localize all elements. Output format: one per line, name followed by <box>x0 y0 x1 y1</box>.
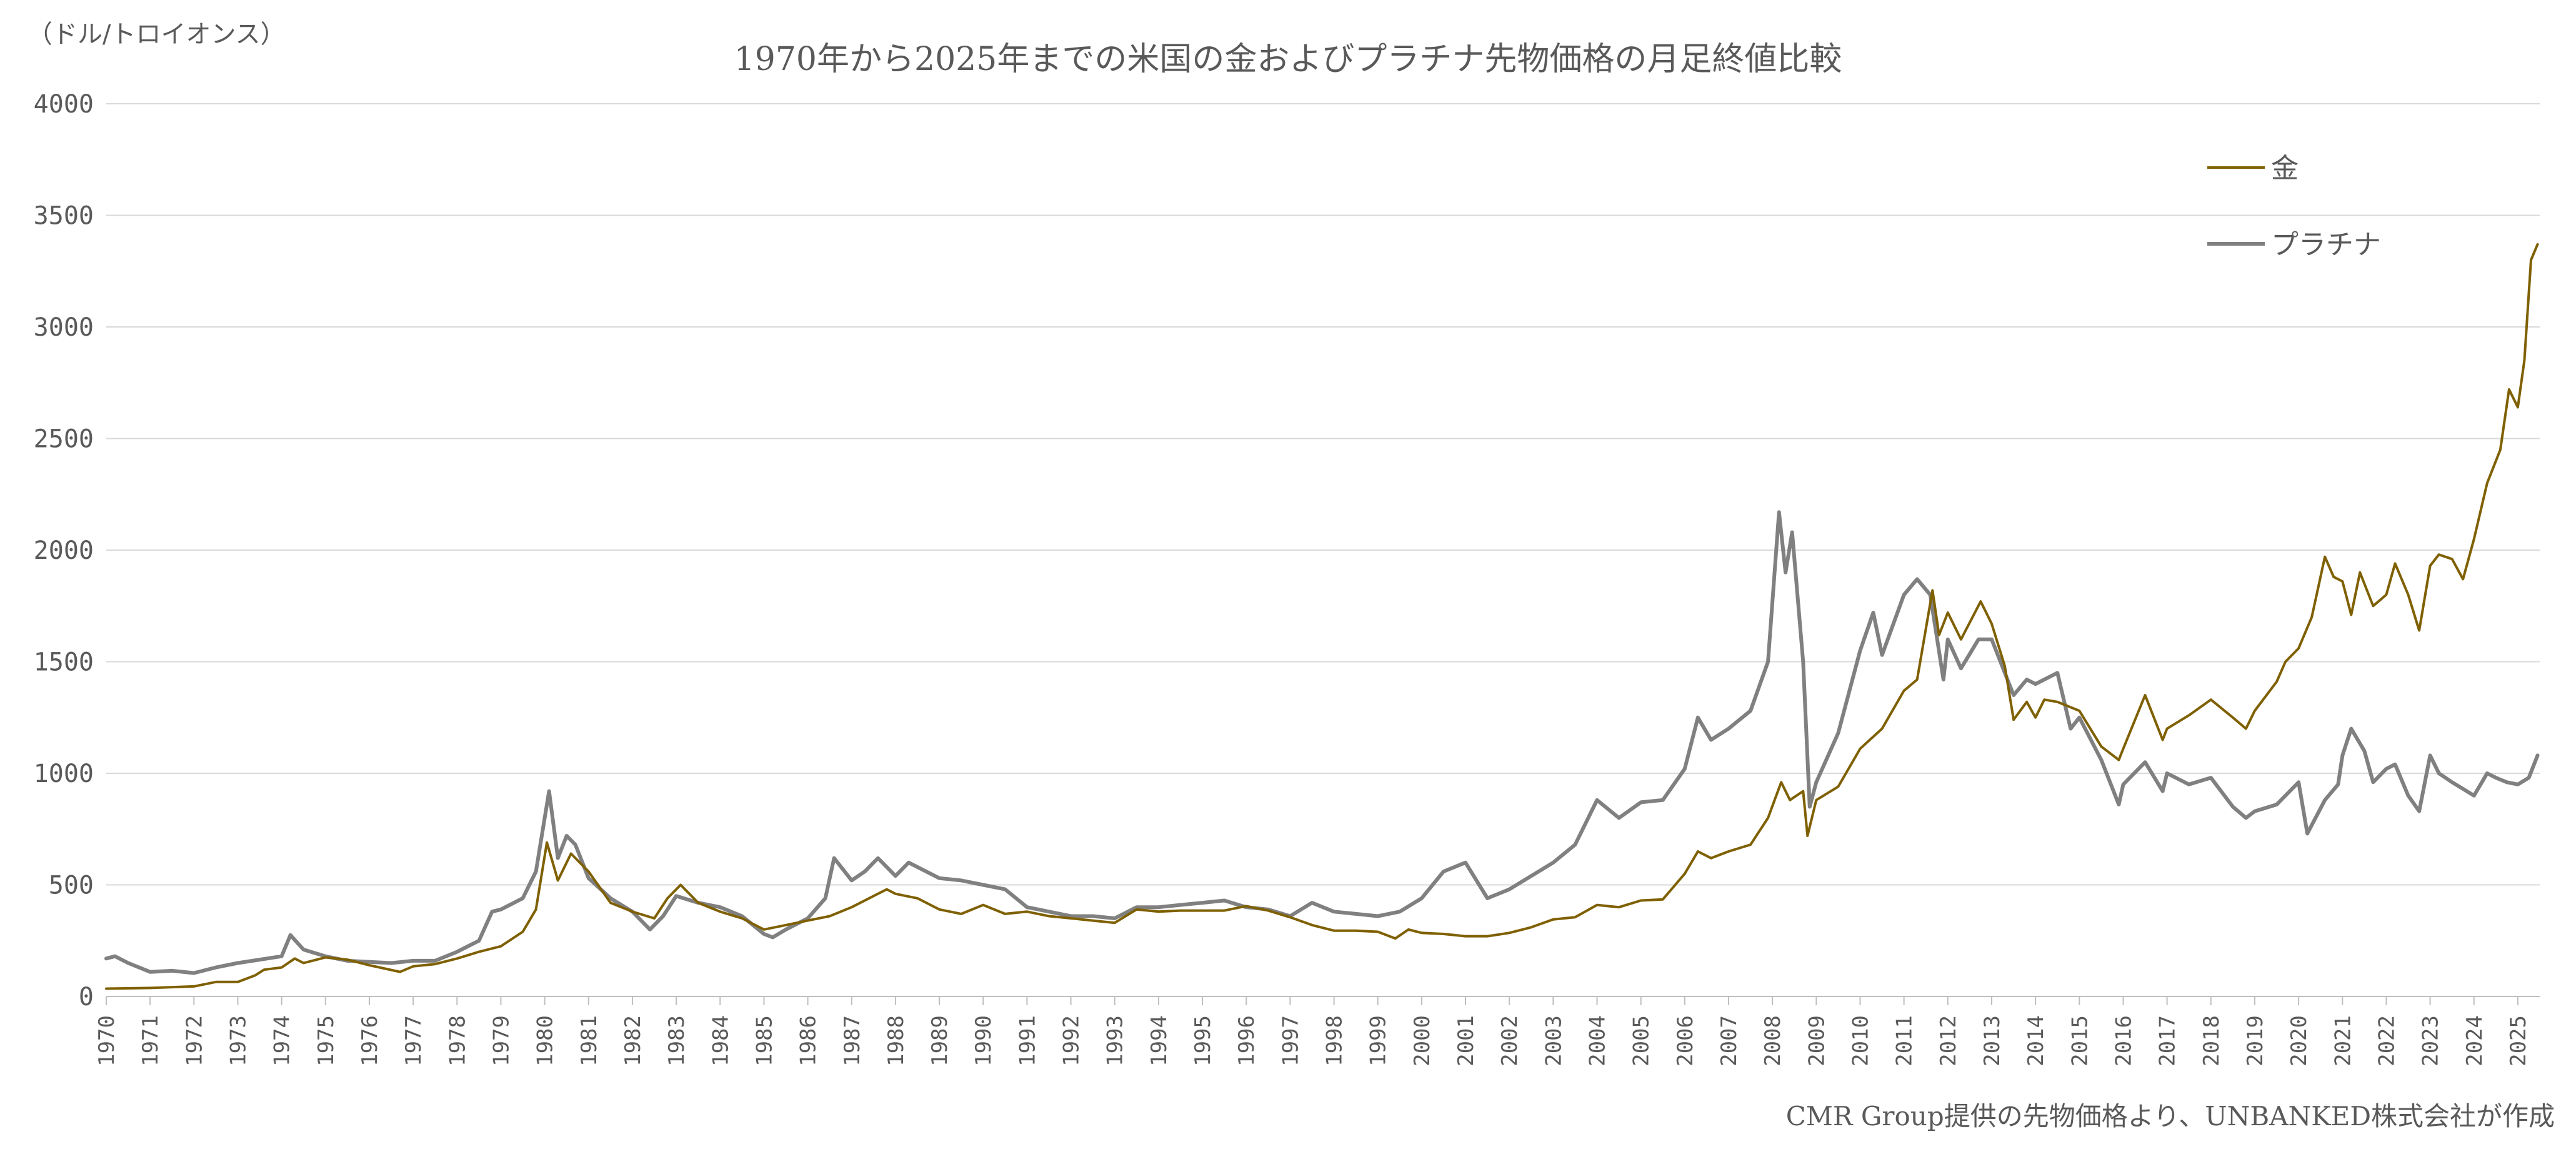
x-tick-label-1980: 1980 <box>533 1015 558 1066</box>
y-tick-label-1500: 1500 <box>34 648 94 677</box>
x-tick-label-1985: 1985 <box>752 1015 777 1066</box>
x-tick-label-1992: 1992 <box>1059 1015 1084 1066</box>
source-credit: CMR Group提供の先物価格より、UNBANKED株式会社が作成 <box>1785 1101 2555 1131</box>
y-tick-label-2000: 2000 <box>34 536 94 565</box>
x-tick-label-1984: 1984 <box>708 1015 733 1066</box>
x-tick-label-2002: 2002 <box>1497 1015 1522 1066</box>
x-tick-label-1990: 1990 <box>971 1015 996 1066</box>
x-tick-label-2013: 2013 <box>1980 1015 2005 1066</box>
y-tick-label-3500: 3500 <box>34 202 94 231</box>
x-tick-label-2016: 2016 <box>2111 1015 2136 1066</box>
x-tick-label-2020: 2020 <box>2287 1015 2312 1066</box>
legend-label-gold: 金 <box>2271 153 2299 184</box>
x-tick-label-1981: 1981 <box>577 1015 602 1066</box>
x-tick-label-2000: 2000 <box>1410 1015 1435 1066</box>
x-tick-label-2015: 2015 <box>2067 1015 2092 1066</box>
x-tick-label-2024: 2024 <box>2462 1015 2487 1066</box>
x-tick-label-2006: 2006 <box>1673 1015 1698 1066</box>
x-tick-label-1983: 1983 <box>664 1015 689 1066</box>
x-tick-label-1991: 1991 <box>1015 1015 1040 1066</box>
x-tick-label-2025: 2025 <box>2506 1015 2531 1066</box>
x-tick-label-1986: 1986 <box>796 1015 821 1066</box>
x-tick-label-1978: 1978 <box>445 1015 470 1066</box>
x-tick-label-2008: 2008 <box>1760 1015 1785 1066</box>
x-tick-label-2001: 2001 <box>1454 1015 1479 1066</box>
x-tick-label-2004: 2004 <box>1585 1015 1610 1066</box>
y-tick-label-1000: 1000 <box>34 760 94 788</box>
x-tick-label-2010: 2010 <box>1848 1015 1873 1066</box>
x-tick-label-1982: 1982 <box>621 1015 646 1066</box>
x-tick-label-1976: 1976 <box>357 1015 382 1066</box>
x-tick-label-1994: 1994 <box>1147 1015 1172 1066</box>
x-tick-label-1974: 1974 <box>270 1015 295 1066</box>
legend-label-platinum: プラチナ <box>2271 229 2381 261</box>
x-tick-label-1973: 1973 <box>226 1015 251 1066</box>
x-tick-label-1993: 1993 <box>1103 1015 1128 1066</box>
x-tick-label-2011: 2011 <box>1892 1015 1917 1066</box>
x-tick-label-1977: 1977 <box>401 1015 426 1066</box>
y-tick-label-500: 500 <box>49 871 94 900</box>
x-tick-label-2022: 2022 <box>2374 1015 2399 1066</box>
y-tick-label-0: 0 <box>79 983 94 1011</box>
series-line-platinum <box>104 510 2540 975</box>
x-tick-label-1979: 1979 <box>489 1015 514 1066</box>
x-tick-label-2003: 2003 <box>1541 1015 1566 1066</box>
x-tick-label-1996: 1996 <box>1234 1015 1259 1066</box>
x-tick-label-1970: 1970 <box>94 1015 119 1066</box>
x-tick-label-1998: 1998 <box>1322 1015 1347 1066</box>
x-tick-label-2018: 2018 <box>2199 1015 2224 1066</box>
x-tick-label-1995: 1995 <box>1191 1015 1216 1066</box>
x-tick-label-2005: 2005 <box>1629 1015 1654 1066</box>
x-tick-label-2012: 2012 <box>1936 1015 1961 1066</box>
series-line-gold <box>105 243 2539 990</box>
x-tick-label-2019: 2019 <box>2243 1015 2268 1066</box>
x-tick-label-2017: 2017 <box>2155 1015 2180 1066</box>
y-tick-label-2500: 2500 <box>34 425 94 454</box>
x-tick-label-1972: 1972 <box>182 1015 207 1066</box>
x-tick-label-1988: 1988 <box>884 1015 909 1066</box>
x-tick-label-2014: 2014 <box>2024 1015 2049 1066</box>
x-tick-label-2021: 2021 <box>2330 1015 2355 1066</box>
y-tick-label-4000: 4000 <box>34 90 94 119</box>
x-tick-label-2009: 2009 <box>1804 1015 1829 1066</box>
x-tick-label-1999: 1999 <box>1366 1015 1391 1066</box>
x-tick-label-1975: 1975 <box>314 1015 339 1066</box>
y-axis-unit-label: （ドル/トロイオンス） <box>27 20 286 49</box>
x-tick-label-2023: 2023 <box>2419 1015 2444 1066</box>
y-tick-label-3000: 3000 <box>34 313 94 342</box>
chart-title: 1970年から2025年までの米国の金およびプラチナ先物価格の月足終値比較 <box>734 41 1842 78</box>
x-tick-label-1989: 1989 <box>927 1015 952 1066</box>
x-tick-label-1987: 1987 <box>840 1015 865 1066</box>
x-tick-label-1971: 1971 <box>138 1015 163 1066</box>
x-tick-label-2007: 2007 <box>1717 1015 1742 1066</box>
x-tick-label-1997: 1997 <box>1278 1015 1303 1066</box>
